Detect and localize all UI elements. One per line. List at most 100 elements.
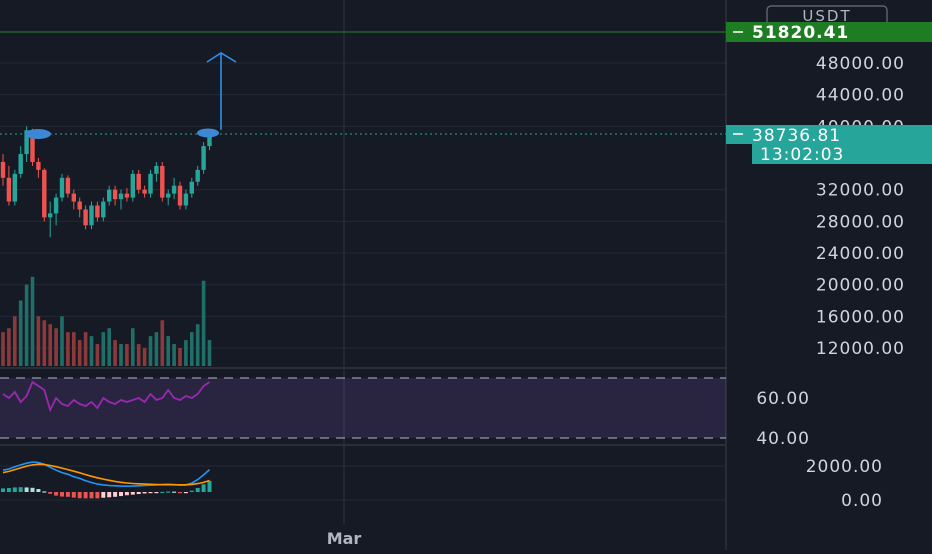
candle-body	[77, 201, 82, 210]
volume-bar	[89, 336, 94, 366]
candle-body	[6, 177, 12, 202]
volume-bar	[166, 336, 170, 366]
volume-bar	[136, 344, 141, 366]
candle-body	[48, 213, 53, 218]
time-axis-label-mar: Mar	[327, 529, 362, 548]
volume-bar	[142, 348, 147, 366]
macd-indicator	[1, 461, 212, 499]
candle-body	[195, 169, 200, 182]
arrow-head	[206, 52, 237, 63]
price-tick-label: 28000.00	[816, 212, 905, 232]
volume-bar	[83, 332, 88, 366]
last-price-label: 38736.81 13:02:03	[726, 125, 932, 165]
resistance-marker-right[interactable]	[197, 128, 219, 138]
volume-bar	[18, 300, 23, 366]
volume-bar	[113, 340, 117, 366]
macd-histogram-bar	[207, 480, 212, 492]
target-price-value: 51820.41	[752, 23, 849, 43]
macd-histogram-bar	[124, 492, 129, 496]
rsi-tick-label: 60.00	[756, 389, 810, 409]
price-tick-label: 44000.00	[816, 86, 905, 106]
volume-bar	[184, 340, 188, 366]
macd-tick-label: 0.00	[841, 491, 883, 511]
macd-histogram-bar	[113, 492, 118, 497]
price-tick-label: 20000.00	[816, 276, 905, 296]
volume-bar	[30, 276, 35, 366]
candle-body	[36, 161, 41, 170]
projection-arrow[interactable]	[206, 52, 237, 130]
candle-body	[160, 165, 165, 198]
candle-body	[59, 177, 65, 198]
volume-bar	[1, 332, 5, 366]
macd-histogram-bar	[48, 492, 53, 494]
macd-histogram-bar	[12, 487, 17, 492]
volume-bar	[101, 332, 106, 366]
volume-bars	[1, 276, 212, 366]
price-tick-label: 32000.00	[816, 181, 905, 201]
macd-histogram-bar	[95, 492, 100, 499]
macd-histogram-bar	[1, 488, 5, 492]
candle-body	[189, 181, 194, 194]
macd-histogram-bar	[101, 492, 106, 498]
price-axis-ticks: 48000.0044000.0040000.0032000.0028000.00…	[816, 54, 905, 359]
volume-bar	[190, 332, 194, 366]
candle-body	[112, 189, 118, 200]
resistance-marker-left[interactable]	[25, 129, 51, 139]
macd-histogram-bar	[18, 487, 23, 492]
macd-histogram-bar	[160, 491, 165, 494]
candle-body	[95, 205, 100, 218]
volume-bar	[54, 328, 58, 366]
macd-histogram-bar	[89, 492, 94, 499]
macd-histogram-bar	[60, 492, 64, 497]
rsi-background-band	[0, 378, 726, 438]
macd-tick-label: 2000.00	[806, 457, 883, 477]
candle-body	[154, 165, 159, 174]
volume-bar	[107, 328, 111, 366]
rsi-tick-label: 40.00	[756, 429, 810, 449]
macd-histogram-bar	[65, 492, 70, 497]
volume-bar	[24, 284, 29, 366]
macd-histogram-bar	[36, 489, 41, 492]
volume-bar	[207, 340, 212, 366]
volume-bar	[95, 344, 100, 366]
rsi-axis-ticks: 60.00 40.00	[756, 389, 810, 449]
macd-histogram-bar	[119, 492, 123, 497]
candle-body	[183, 193, 189, 206]
macd-histogram-bar	[154, 492, 159, 494]
candle-body	[130, 173, 135, 198]
candle-body	[18, 154, 23, 174]
volume-bar	[66, 332, 70, 366]
candle-body	[30, 130, 35, 162]
bar-countdown: 13:02:03	[760, 145, 844, 165]
macd-histogram-bar	[24, 487, 29, 492]
last-price-value: 38736.81	[752, 126, 841, 146]
countdown-label-bg	[752, 144, 932, 164]
price-tick-label: 48000.00	[816, 54, 905, 74]
volume-bar	[154, 332, 159, 366]
volume-bar	[77, 340, 82, 366]
macd-histogram-bar	[71, 492, 76, 498]
volume-bar	[36, 316, 41, 366]
volume-bar	[201, 280, 206, 366]
macd-histogram-bar	[195, 487, 200, 492]
candle-body	[124, 193, 130, 198]
macd-histogram-bar	[172, 491, 177, 493]
macd-histogram-bar	[42, 491, 47, 493]
macd-histogram-bar	[107, 492, 112, 498]
volume-bar	[42, 320, 47, 366]
candle-body	[12, 173, 17, 202]
macd-histogram-bar	[166, 491, 171, 493]
macd-histogram-bar	[6, 488, 11, 492]
candle-body	[142, 189, 147, 194]
last-price-label-bg	[726, 125, 932, 144]
volume-bar	[131, 328, 135, 366]
candle-body	[24, 130, 29, 155]
volume-bar	[195, 324, 200, 366]
volume-bar	[7, 328, 11, 366]
macd-histogram-bar	[178, 492, 182, 494]
volume-bar	[178, 348, 182, 366]
macd-histogram-bar	[30, 487, 35, 492]
